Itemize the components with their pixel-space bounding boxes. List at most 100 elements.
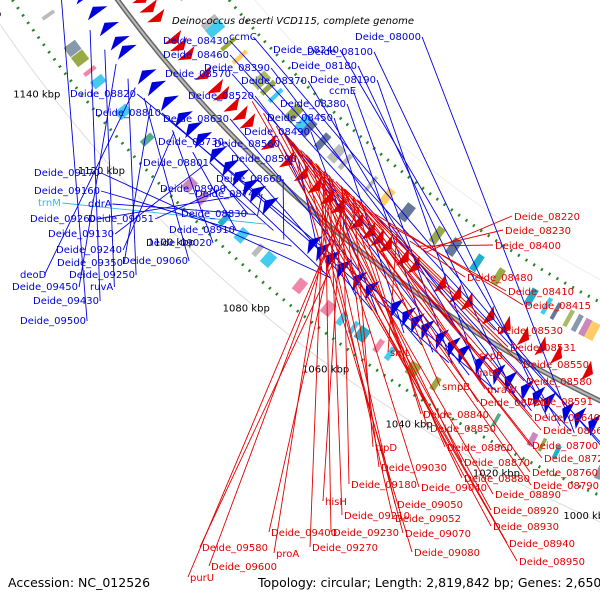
forward-gene-mark: [138, 69, 157, 85]
summary-text: Topology: circular; Length: 2,819,842 bp…: [258, 575, 600, 590]
reverse-leader-line: [289, 138, 531, 473]
reverse-leader-line: [283, 133, 492, 511]
forward-gene-label: Deide_08450: [267, 113, 333, 124]
outer-annotation-block: [63, 39, 82, 58]
forward-gene-label: Deide_08801: [143, 158, 209, 169]
inner-annotation-block: [220, 36, 237, 52]
outer-annotation-block: [233, 226, 250, 244]
forward-gene-mark: [475, 354, 489, 375]
inner-annotation-block: [204, 18, 226, 39]
reverse-gene-label: Deide_08661: [543, 426, 600, 437]
inner-annotation-block: [444, 237, 463, 257]
forward-gene-label: Deide_08240: [273, 45, 339, 56]
reverse-gene-label: Deide_09080: [414, 548, 480, 559]
forward-leader-line: [254, 95, 470, 376]
reverse-leader-line: [352, 196, 374, 448]
ruler-tick-label: 1160 kbp: [0, 9, 1, 20]
reverse-gene-label: Deide_08950: [519, 557, 585, 568]
forward-gene-label: Deide_09500: [20, 316, 86, 327]
forward-leader-line: [123, 105, 152, 264]
reverse-gene-label: trpD: [375, 443, 397, 454]
reverse-gene-label: mraW: [487, 385, 517, 396]
reverse-gene-label: proA: [276, 549, 299, 560]
reverse-gene-mark: [239, 113, 256, 129]
inner-annotation-block: [469, 253, 485, 273]
forward-gene-mark: [175, 111, 193, 128]
forward-gene-mark: [110, 35, 130, 51]
forward-leader-line: [229, 54, 572, 432]
reverse-leader-line: [387, 223, 507, 292]
reverse-leader-line: [356, 199, 475, 373]
outer-annotation-block: [70, 49, 90, 68]
reverse-gene-mark: [223, 96, 240, 112]
forward-gene-label: ccmC: [229, 32, 257, 43]
reverse-leader-line: [208, 192, 349, 567]
outer-annotation-block: [429, 376, 442, 392]
forward-gene-label: Deide_08190: [310, 75, 376, 86]
forward-gene-label: Deide_08370: [241, 76, 307, 87]
forward-gene-label: Deide_09020: [146, 238, 212, 249]
forward-leader-line: [114, 164, 206, 235]
reverse-gene-label: Deide_08550: [523, 360, 589, 371]
reverse-gene-mark: [378, 235, 393, 253]
inner-annotation-block: [378, 187, 396, 207]
map-title: Deinococcus deserti VCD115, complete gen…: [172, 16, 414, 27]
forward-gene-label: Deide_09160: [34, 186, 100, 197]
inner-annotation-block: [267, 87, 284, 104]
inner-annotation-block: [293, 113, 313, 133]
forward-gene-label: ddrA: [88, 199, 112, 210]
forward-gene-label: deoD: [20, 270, 47, 281]
reverse-gene-mark: [164, 30, 182, 44]
forward-gene-mark: [222, 159, 240, 177]
forward-gene-label: Deide_08390: [204, 63, 270, 74]
forward-leader-line: [256, 193, 263, 216]
forward-gene-mark: [543, 392, 557, 414]
outer-annotation-block: [491, 412, 502, 427]
reverse-gene-label: Deide_08530: [497, 326, 563, 337]
reverse-gene-label: Deide_08920: [493, 506, 559, 517]
reverse-gene-label: Deide_09030: [381, 463, 447, 474]
reverse-gene-mark: [213, 85, 230, 101]
outer-annotation-block: [593, 464, 600, 480]
inner-annotation-block: [540, 297, 554, 315]
forward-gene-label: Deide_09060: [122, 256, 188, 267]
forward-gene-mark: [147, 80, 167, 97]
forward-gene-label: Deide_08660: [216, 174, 282, 185]
reverse-gene-label: Deide_09040: [421, 483, 487, 494]
inner-annotation-block: [200, 13, 219, 31]
reverse-leader-line: [324, 171, 332, 533]
reverse-gene-label: Deide_09230: [333, 528, 399, 539]
forward-gene-label: trnM: [38, 198, 61, 209]
reverse-gene-label: Deide_08860: [447, 443, 513, 454]
forward-gene-mark: [117, 44, 137, 60]
forward-leader-line: [97, 195, 237, 220]
reverse-leader-line: [358, 200, 509, 348]
reverse-gene-label: Deide_09052: [395, 514, 461, 525]
forward-leader-line: [339, 49, 561, 426]
reverse-gene-label: Deide_08870: [464, 458, 530, 469]
forward-gene-label: Deide_08910: [169, 225, 235, 236]
forward-gene-mark: [504, 371, 518, 392]
forward-gene-label: Deide_09130: [48, 229, 114, 240]
reverse-gene-label: smt: [390, 348, 409, 359]
reverse-gene-label: Deide_09070: [405, 529, 471, 540]
reverse-gene-label: scpB: [479, 351, 503, 362]
reverse-gene-label: Deide_08840: [423, 410, 489, 421]
reverse-leader-line: [300, 149, 404, 534]
forward-gene-label: Deide_09250: [69, 270, 135, 281]
reverse-leader-line: [290, 140, 494, 495]
inner-annotation-block: [251, 70, 272, 91]
forward-gene-label: ccmE: [329, 86, 356, 97]
reverse-leader-line: [329, 175, 343, 516]
reverse-gene-label: gatA: [476, 368, 499, 379]
forward-leader-line: [143, 97, 190, 262]
reverse-gene-label: Deide_08930: [493, 522, 559, 533]
forward-gene-label: Deide_08460: [163, 50, 229, 61]
reverse-gene-mark: [516, 326, 530, 346]
forward-gene-label: Deide_08820: [70, 89, 136, 100]
ruler-tick-label: 1000 kbp: [563, 511, 600, 522]
reverse-gene-mark: [231, 105, 248, 121]
reverse-gene-label: Deide_08410: [508, 287, 574, 298]
reverse-gene-mark: [549, 344, 563, 364]
